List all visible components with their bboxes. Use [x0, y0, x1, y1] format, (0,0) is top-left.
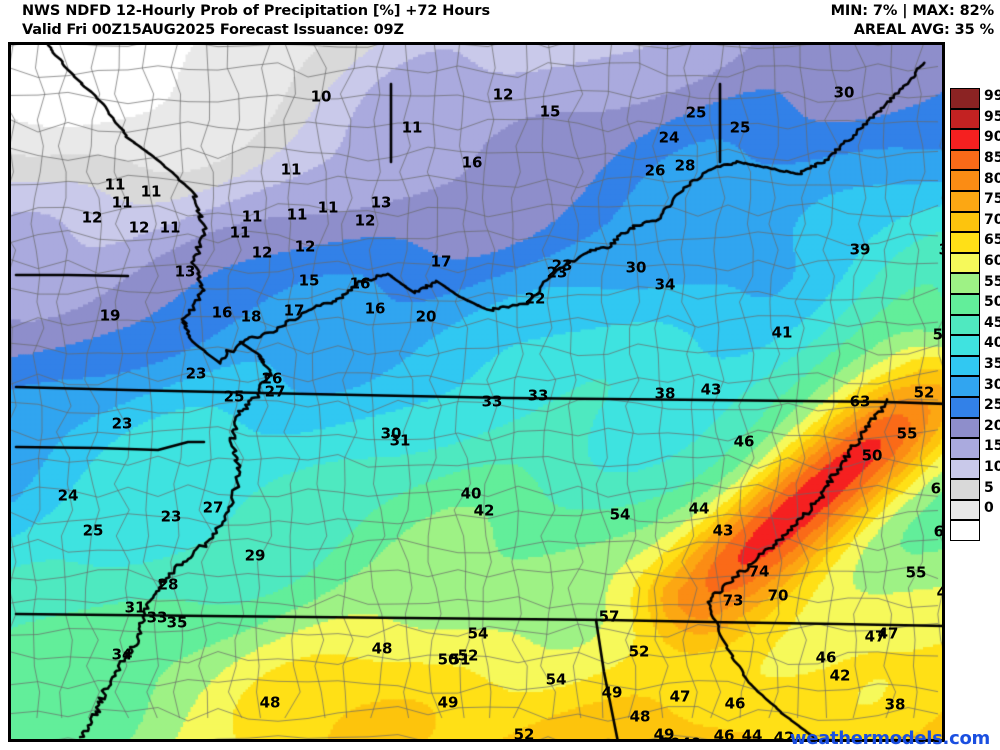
colorbar-tick-label: 80: [984, 170, 1000, 187]
colorbar-swatch: [950, 129, 980, 150]
colorbar-row: 10: [950, 458, 1000, 480]
colorbar-tick-label: 75: [984, 191, 1000, 208]
colorbar-row: 80: [950, 170, 1000, 191]
colorbar-row: 70: [950, 211, 1000, 233]
colorbar-tick-label: 45: [984, 314, 1000, 331]
colorbar-row: 85: [950, 149, 1000, 171]
colorbar-tick-label: 35: [984, 356, 1000, 373]
colorbar-swatch: [950, 376, 980, 397]
colorbar-tick-label: 25: [984, 397, 1000, 414]
colorbar-tick-label: 20: [984, 417, 1000, 434]
colorbar-swatch: [950, 293, 980, 315]
colorbar-row: 90: [950, 129, 1000, 150]
colorbar-row: 30: [950, 376, 1000, 397]
colorbar-row: 40: [950, 335, 1000, 356]
colorbar-tick-label: 95: [984, 108, 1000, 125]
colorbar-swatch: [950, 335, 980, 356]
colorbar-swatch: [950, 479, 980, 500]
colorbar-swatch: [950, 211, 980, 233]
colorbar-swatch: [950, 355, 980, 377]
colorbar-row: 20: [950, 417, 1000, 439]
colorbar-swatch: [950, 190, 980, 212]
colorbar-tick-label: 90: [984, 129, 1000, 146]
colorbar-swatch: [950, 170, 980, 191]
colorbar-tick-label: 0: [984, 500, 994, 517]
colorbar-swatch: [950, 438, 980, 459]
colorbar-tick-label: 99: [984, 88, 1000, 105]
colorbar-tick-label: 60: [984, 253, 1000, 270]
watermark: weathermodels.com: [789, 728, 990, 749]
colorbar-tick-label: 15: [984, 438, 1000, 455]
colorbar-row: 95: [950, 108, 1000, 130]
valid-time-subtitle: Valid Fri 00Z15AUG2025 Forecast Issuance…: [22, 22, 404, 38]
colorbar-row: 5: [950, 479, 994, 500]
colorbar-row: 15: [950, 438, 1000, 459]
colorbar-swatch: [950, 520, 980, 542]
colorbar-row: 50: [950, 293, 1000, 315]
colorbar-swatch: [950, 458, 980, 480]
colorbar-tick-label: 70: [984, 211, 1000, 228]
colorbar-row: 25: [950, 396, 1000, 418]
colorbar-tick-label: 65: [984, 232, 1000, 249]
colorbar-tick-label: 10: [984, 459, 1000, 476]
colorbar-row: 75: [950, 190, 1000, 212]
colorbar-swatch: [950, 88, 980, 109]
colorbar-tick-label: 55: [984, 273, 1000, 290]
colorbar-row: 35: [950, 355, 1000, 377]
colorbar-row: [950, 520, 980, 542]
header: NWS NDFD 12-Hourly Prob of Precipitation…: [0, 0, 1000, 42]
colorbar-row: 0: [950, 499, 994, 521]
colorbar-tick-label: 85: [984, 150, 1000, 167]
colorbar-tick-label: 40: [984, 335, 1000, 352]
colorbar-swatch: [950, 396, 980, 418]
colorbar-swatch: [950, 252, 980, 274]
colorbar-row: 55: [950, 273, 1000, 294]
map-frame[interactable]: 10 12 15 11 25 25 24 30 11 16 26 28 11 11 11 12 12 11 11 11…: [8, 42, 945, 742]
colorbar-row: 65: [950, 232, 1000, 253]
colorbar-tick-label: 30: [984, 376, 1000, 393]
header-stats-block: MIN: 7% | MAX: 82% AREAL AVG: 35 %: [830, 2, 995, 40]
colorbar-tick-label: 50: [984, 294, 1000, 311]
colorbar-swatch: [950, 499, 980, 521]
colorbar-tick-label: 5: [984, 479, 994, 496]
min-max-stats: MIN: 7% | MAX: 82%: [830, 3, 995, 19]
colorbar-swatch: [950, 232, 980, 253]
areal-average-stat: AREAL AVG: 35 %: [853, 22, 994, 38]
precipitation-probability-heatmap[interactable]: [11, 45, 942, 739]
header-title-block: NWS NDFD 12-Hourly Prob of Precipitation…: [22, 2, 490, 40]
colorbar-swatch: [950, 314, 980, 336]
page-title: NWS NDFD 12-Hourly Prob of Precipitation…: [22, 3, 490, 19]
colorbar-row: 45: [950, 314, 1000, 336]
colorbar-row: 60: [950, 252, 1000, 274]
colorbar-swatch: [950, 108, 980, 130]
colorbar-swatch: [950, 149, 980, 171]
colorbar-row: 99: [950, 88, 1000, 109]
colorbar-swatch: [950, 417, 980, 439]
colorbar-swatch: [950, 273, 980, 294]
colorbar-legend: 99 95 90 85 80 75 70 65 60 55 50 45 40 35 30 25 20 15 10 5 0: [950, 88, 1000, 542]
